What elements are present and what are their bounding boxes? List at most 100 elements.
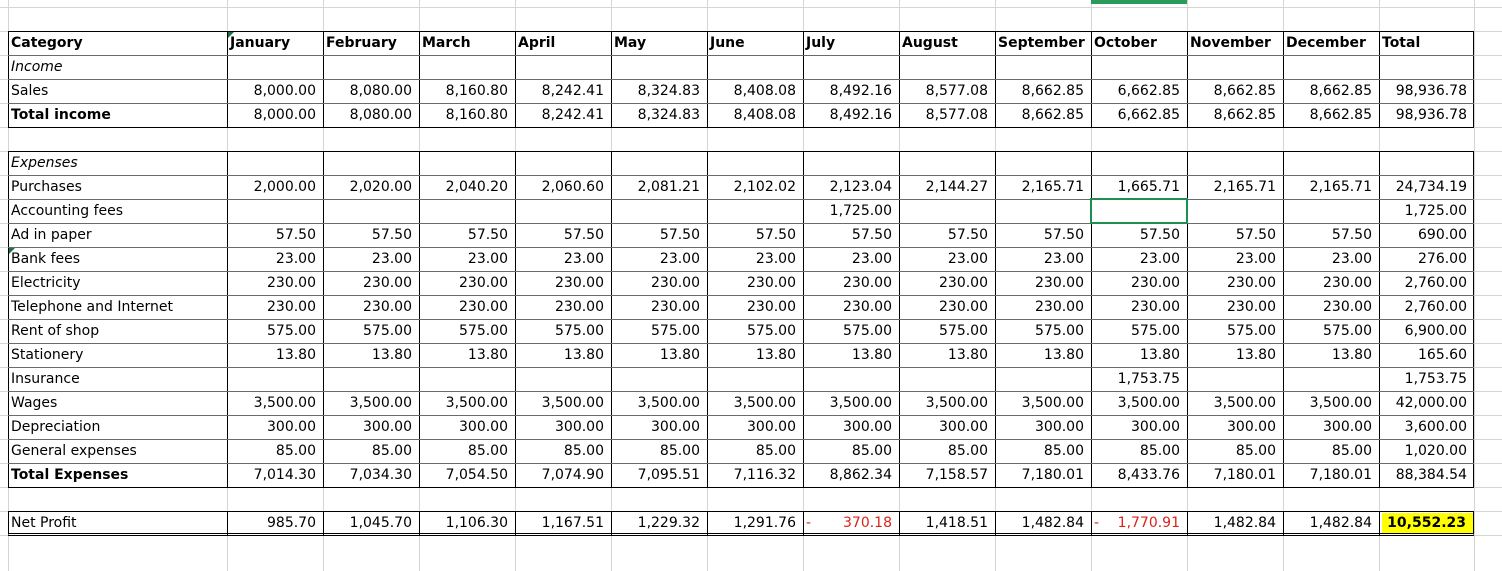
value-cell[interactable]: 57.50 bbox=[371, 227, 412, 243]
row-label[interactable]: Insurance bbox=[11, 371, 80, 387]
value-cell[interactable]: 985.70 bbox=[267, 515, 316, 531]
value-cell[interactable]: 8,862.34 bbox=[829, 467, 892, 483]
value-cell[interactable]: 13.80 bbox=[755, 347, 796, 363]
column-header-december[interactable]: December bbox=[1286, 35, 1366, 51]
value-cell[interactable]: 2,144.27 bbox=[925, 179, 988, 195]
value-cell[interactable]: 230.00 bbox=[267, 275, 316, 291]
value-cell[interactable] bbox=[419, 199, 515, 223]
value-cell[interactable]: 230.00 bbox=[747, 299, 796, 315]
value-cell[interactable]: 300.00 bbox=[939, 419, 988, 435]
column-header-april[interactable]: April bbox=[518, 35, 556, 51]
value-cell[interactable]: 575.00 bbox=[1323, 323, 1372, 339]
value-cell[interactable]: 57.50 bbox=[1043, 227, 1084, 243]
value-cell[interactable]: 23.00 bbox=[467, 251, 508, 267]
value-cell[interactable]: 13.80 bbox=[659, 347, 700, 363]
total-cell[interactable]: 10,552.23 bbox=[1382, 513, 1473, 533]
value-cell[interactable]: 8,408.08 bbox=[733, 83, 796, 99]
value-cell[interactable]: 57.50 bbox=[659, 227, 700, 243]
value-cell[interactable]: 230.00 bbox=[267, 299, 316, 315]
value-cell[interactable] bbox=[611, 199, 707, 223]
row-label[interactable]: Rent of shop bbox=[11, 323, 100, 339]
value-cell[interactable]: 230.00 bbox=[1323, 275, 1372, 291]
value-cell[interactable]: 7,034.30 bbox=[349, 467, 412, 483]
column-header-june[interactable]: June bbox=[710, 35, 745, 51]
value-cell[interactable]: 3,500.00 bbox=[445, 395, 508, 411]
row-label[interactable]: Wages bbox=[11, 395, 58, 411]
value-cell[interactable]: 57.50 bbox=[851, 227, 892, 243]
value-cell[interactable]: 8,324.83 bbox=[637, 107, 700, 123]
value-cell[interactable]: 8,662.85 bbox=[1309, 83, 1372, 99]
value-cell[interactable]: 6,662.85 bbox=[1117, 107, 1180, 123]
value-cell[interactable]: 230.00 bbox=[939, 299, 988, 315]
value-cell[interactable]: 13.80 bbox=[1235, 347, 1276, 363]
value-cell[interactable] bbox=[227, 199, 323, 223]
value-cell[interactable]: 57.50 bbox=[947, 227, 988, 243]
column-header-july[interactable]: July bbox=[806, 35, 836, 51]
column-header-october[interactable]: October bbox=[1094, 35, 1157, 51]
value-cell[interactable]: 8,662.85 bbox=[1213, 107, 1276, 123]
value-cell[interactable]: 3,500.00 bbox=[1021, 395, 1084, 411]
value-cell[interactable]: 300.00 bbox=[1227, 419, 1276, 435]
value-cell[interactable]: 8,577.08 bbox=[925, 107, 988, 123]
value-cell[interactable]: 230.00 bbox=[843, 275, 892, 291]
value-cell[interactable] bbox=[1283, 199, 1379, 223]
value-cell[interactable]: 230.00 bbox=[459, 275, 508, 291]
total-cell[interactable]: 165.60 bbox=[1418, 347, 1467, 363]
value-cell[interactable]: 85.00 bbox=[1235, 443, 1276, 459]
row-label[interactable]: Purchases bbox=[11, 179, 82, 195]
total-cell[interactable]: 2,760.00 bbox=[1404, 299, 1467, 315]
value-cell[interactable]: 300.00 bbox=[1131, 419, 1180, 435]
row-label[interactable]: Total income bbox=[11, 107, 111, 123]
value-cell[interactable]: 370.18 bbox=[843, 515, 892, 531]
value-cell[interactable]: 2,081.21 bbox=[637, 179, 700, 195]
value-cell[interactable]: 7,116.32 bbox=[733, 467, 796, 483]
value-cell[interactable]: 23.00 bbox=[1139, 251, 1180, 267]
value-cell[interactable]: 85.00 bbox=[1331, 443, 1372, 459]
value-cell[interactable]: 230.00 bbox=[1035, 275, 1084, 291]
total-cell[interactable]: 2,760.00 bbox=[1404, 275, 1467, 291]
value-cell[interactable] bbox=[1187, 199, 1283, 223]
value-cell[interactable]: 7,158.57 bbox=[925, 467, 988, 483]
value-cell[interactable]: 6,662.85 bbox=[1117, 83, 1180, 99]
value-cell[interactable]: 230.00 bbox=[363, 275, 412, 291]
value-cell[interactable] bbox=[419, 367, 515, 391]
value-cell[interactable]: 8,492.16 bbox=[829, 107, 892, 123]
value-cell[interactable]: 2,060.60 bbox=[541, 179, 604, 195]
total-cell[interactable]: 1,725.00 bbox=[1404, 203, 1467, 219]
row-label[interactable]: Stationery bbox=[11, 347, 84, 363]
value-cell[interactable]: 230.00 bbox=[1323, 299, 1372, 315]
value-cell[interactable]: 2,165.71 bbox=[1021, 179, 1084, 195]
column-header-march[interactable]: March bbox=[422, 35, 471, 51]
column-header-november[interactable]: November bbox=[1190, 35, 1271, 51]
row-label[interactable] bbox=[8, 127, 227, 151]
value-cell[interactable]: 23.00 bbox=[755, 251, 796, 267]
total-cell[interactable]: 88,384.54 bbox=[1395, 467, 1467, 483]
value-cell[interactable]: 57.50 bbox=[467, 227, 508, 243]
column-header-august[interactable]: August bbox=[902, 35, 958, 51]
value-cell[interactable]: 3,500.00 bbox=[829, 395, 892, 411]
value-cell[interactable]: 230.00 bbox=[939, 275, 988, 291]
value-cell[interactable]: 3,500.00 bbox=[925, 395, 988, 411]
row-label[interactable]: Accounting fees bbox=[11, 203, 124, 219]
row-label[interactable]: Bank fees bbox=[11, 251, 81, 267]
value-cell[interactable]: 230.00 bbox=[1131, 299, 1180, 315]
value-cell[interactable]: 85.00 bbox=[659, 443, 700, 459]
total-cell[interactable]: 690.00 bbox=[1418, 227, 1467, 243]
value-cell[interactable]: 230.00 bbox=[1035, 299, 1084, 315]
value-cell[interactable]: 230.00 bbox=[651, 299, 700, 315]
value-cell[interactable]: 1,665.71 bbox=[1117, 179, 1180, 195]
value-cell[interactable]: 1,482.84 bbox=[1021, 515, 1084, 531]
value-cell[interactable]: 85.00 bbox=[467, 443, 508, 459]
value-cell[interactable]: 3,500.00 bbox=[541, 395, 604, 411]
value-cell[interactable]: 85.00 bbox=[563, 443, 604, 459]
value-cell[interactable]: 1,291.76 bbox=[733, 515, 796, 531]
value-cell[interactable]: 575.00 bbox=[651, 323, 700, 339]
value-cell[interactable]: 23.00 bbox=[659, 251, 700, 267]
value-cell[interactable]: 85.00 bbox=[371, 443, 412, 459]
value-cell[interactable]: 85.00 bbox=[1043, 443, 1084, 459]
value-cell[interactable]: 300.00 bbox=[843, 419, 892, 435]
value-cell[interactable]: 8,324.83 bbox=[637, 83, 700, 99]
total-cell[interactable]: 98,936.78 bbox=[1395, 83, 1467, 99]
row-label[interactable]: Total Expenses bbox=[11, 467, 129, 483]
value-cell[interactable]: 230.00 bbox=[555, 275, 604, 291]
